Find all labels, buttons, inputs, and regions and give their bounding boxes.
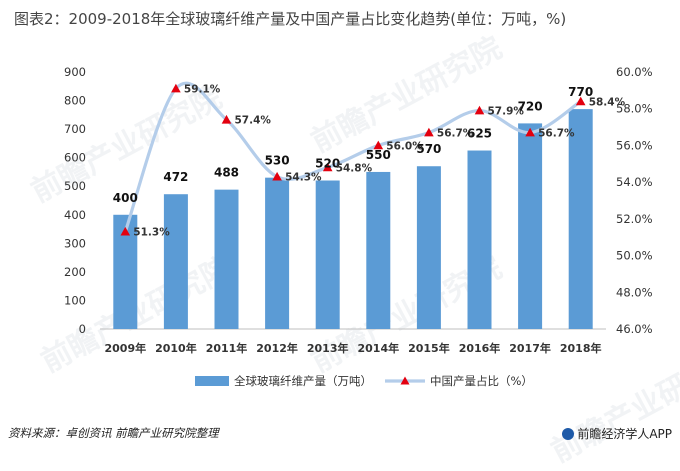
- line-marker: [575, 96, 586, 106]
- x-tick-label: 2017年: [509, 341, 551, 355]
- legend-line-label: 中国产量占比（%）: [430, 374, 533, 388]
- y-right-tick-label: 48.0%: [616, 285, 653, 299]
- line-marker: [424, 127, 434, 137]
- y-left-tick-label: 800: [64, 94, 86, 108]
- line-marker: [373, 140, 384, 150]
- line-series: [120, 81, 586, 236]
- bar: [214, 189, 239, 329]
- line-value-label: 57.4%: [235, 115, 272, 127]
- bar-value-label: 720: [518, 99, 543, 113]
- bar: [416, 166, 441, 329]
- brand-text: 前瞻经济学人APP: [577, 427, 672, 441]
- line-marker: [272, 171, 282, 181]
- line-value-label: 56.7%: [538, 128, 575, 140]
- y-right-tick-label: 46.0%: [616, 322, 653, 336]
- data-labels: 400 472 488 530 520 550 570 625 720 770 51.3% 59.1%…: [113, 84, 626, 239]
- line-marker: [322, 162, 333, 172]
- bar: [467, 150, 492, 329]
- bar-value-label: 770: [568, 85, 593, 99]
- y-right-tick-label: 56.0%: [616, 138, 653, 152]
- bar: [163, 194, 188, 329]
- bar: [518, 123, 543, 330]
- bar: [315, 180, 340, 329]
- bar-value-label: 472: [163, 170, 188, 184]
- line-value-label: 54.3%: [285, 172, 322, 184]
- x-tick-label: 2012年: [256, 341, 298, 355]
- x-tick-label: 2014年: [357, 341, 399, 355]
- y-left-tick-label: 700: [64, 122, 86, 136]
- line-marker: [221, 114, 232, 124]
- bar-series: [113, 109, 593, 330]
- line-marker: [171, 83, 181, 93]
- x-tick-label: 2011年: [206, 341, 248, 355]
- legend-bar-label: 全球玻璃纤维产量（万吨）: [234, 374, 372, 388]
- line-value-label: 56.0%: [386, 140, 423, 152]
- line-value-label: 59.1%: [184, 84, 221, 96]
- line-marker: [120, 226, 131, 236]
- x-tick-label: 2015年: [408, 341, 450, 355]
- bar-value-label: 625: [467, 127, 492, 141]
- y-left-tick-label: 300: [64, 236, 86, 250]
- axes: 0 100 200 300 400 500 600 700 800 900 46.0% 48.0% 50…: [64, 65, 653, 355]
- bar-value-label: 530: [265, 154, 290, 168]
- source-note: 资料来源：卓创资讯 前瞻产业研究院整理: [8, 426, 219, 440]
- legend: 全球玻璃纤维产量（万吨） 中国产量占比（%）: [195, 374, 533, 388]
- bar-value-label: 488: [214, 166, 239, 180]
- y-right-tick-label: 54.0%: [616, 175, 653, 189]
- line-value-label: 54.8%: [336, 162, 373, 174]
- line-value-label: 51.3%: [133, 227, 170, 239]
- y-left-tick-label: 500: [64, 179, 86, 193]
- chart-title: 图表2：2009-2018年全球玻璃纤维产量及中国产量占比变化趋势(单位：万吨，…: [14, 10, 567, 28]
- bar-line-chart: 0 100 200 300 400 500 600 700 800 900 46.0% 48.0% 50…: [64, 65, 653, 388]
- line-value-label: 56.7%: [437, 128, 474, 140]
- line-marker: [474, 105, 485, 115]
- y-right-tick-label: 58.0%: [616, 102, 653, 116]
- legend-line-marker: [400, 376, 410, 385]
- bar: [366, 171, 391, 329]
- bar-value-label: 520: [315, 157, 340, 171]
- bar-value-label: 550: [366, 148, 391, 162]
- brand: 前瞻经济学人APP: [562, 425, 672, 442]
- y-left-tick-label: 0: [79, 322, 86, 336]
- bar-value-label: 400: [113, 191, 138, 205]
- y-right-tick-label: 52.0%: [616, 212, 653, 226]
- legend-bar-swatch: [195, 376, 229, 386]
- x-tick-label: 2009年: [104, 341, 146, 355]
- y-left-tick-label: 100: [64, 293, 86, 307]
- y-left-tick-label: 200: [64, 265, 86, 279]
- line-value-label: 58.4%: [589, 96, 626, 108]
- x-tick-label: 2010年: [155, 341, 197, 355]
- y-right-tick-label: 50.0%: [616, 249, 653, 263]
- y-left-tick-label: 900: [64, 65, 86, 79]
- y-left-tick-label: 400: [64, 208, 86, 222]
- bar-value-label: 570: [416, 142, 441, 156]
- brand-logo-icon: [562, 428, 575, 440]
- x-tick-label: 2018年: [560, 341, 602, 355]
- bar: [568, 109, 593, 329]
- bar: [265, 177, 290, 329]
- line-marker: [525, 127, 535, 137]
- x-tick-label: 2016年: [459, 341, 501, 355]
- line-value-label: 57.9%: [488, 106, 525, 118]
- y-left-tick-label: 600: [64, 151, 86, 165]
- y-right-tick-label: 60.0%: [616, 65, 653, 79]
- x-tick-label: 2013年: [307, 341, 349, 355]
